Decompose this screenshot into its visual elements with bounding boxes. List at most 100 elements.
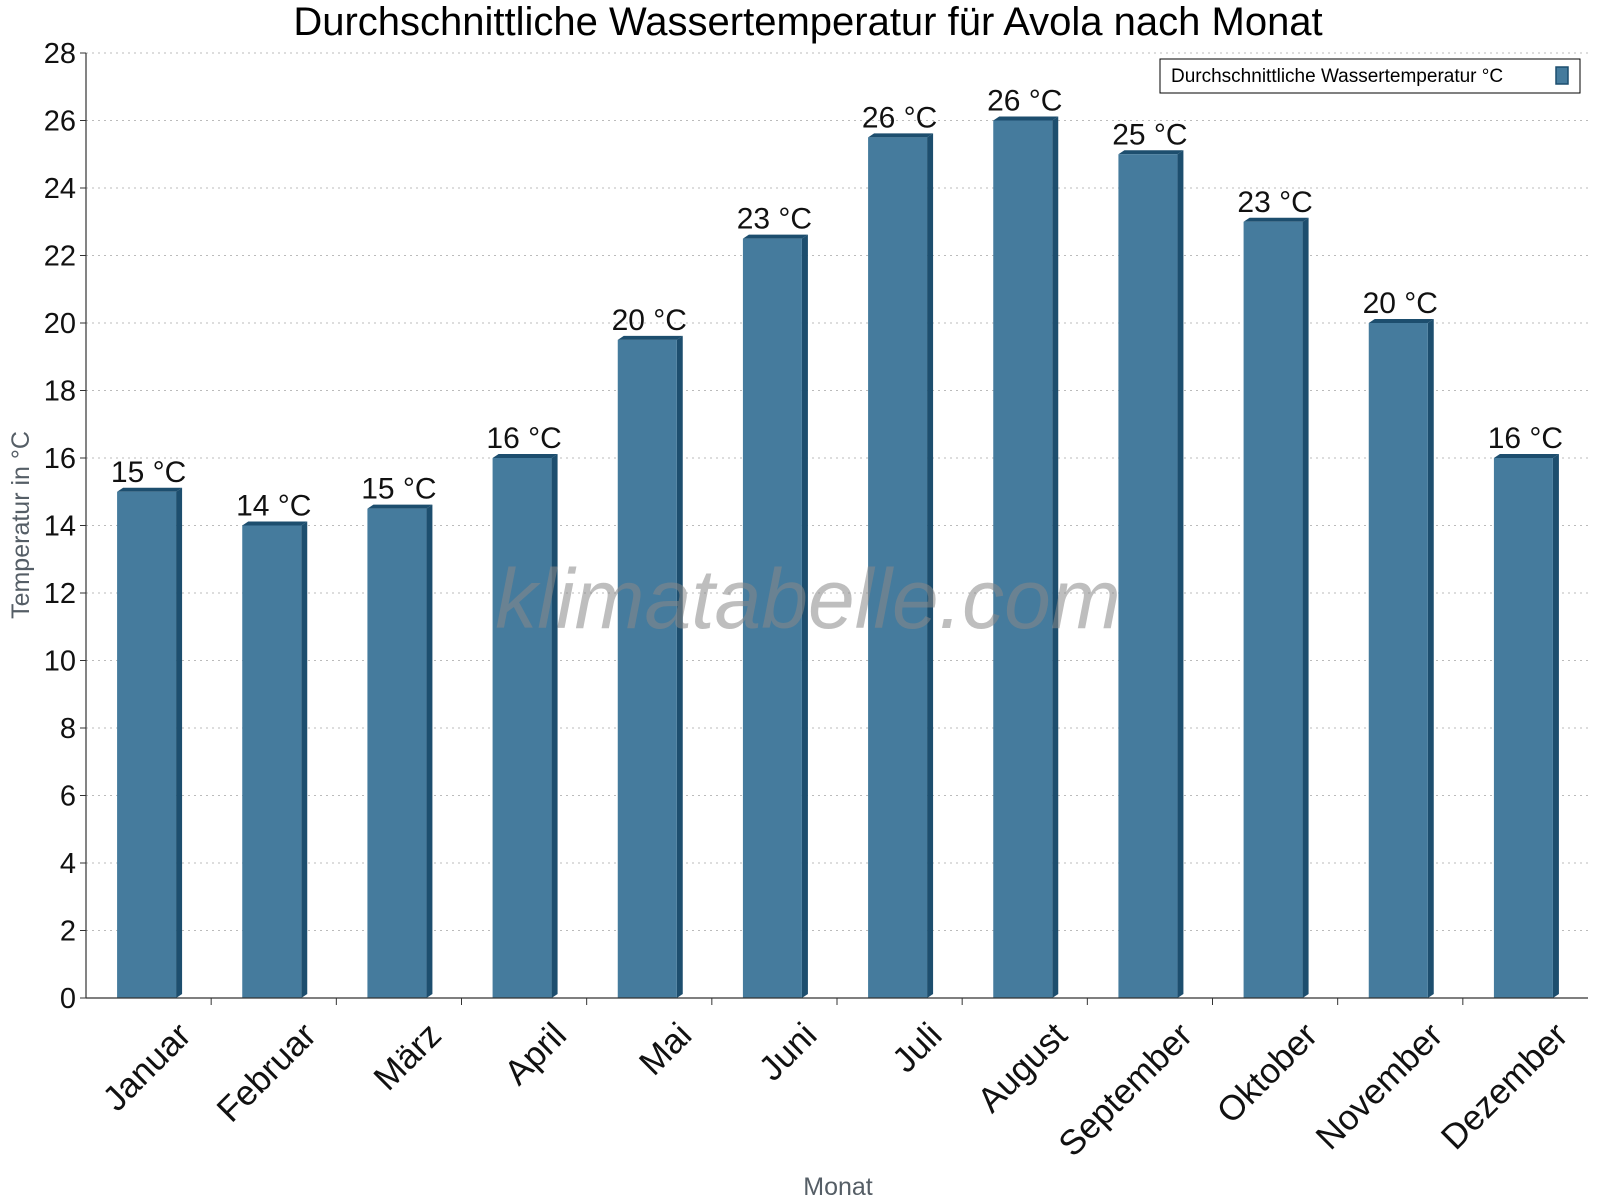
y-tick-label: 28 (44, 38, 76, 70)
bar-face (1243, 221, 1303, 998)
bar-side (1427, 319, 1434, 998)
bar-side (676, 335, 683, 998)
x-tick-label: September (1051, 1015, 1200, 1164)
bar (117, 487, 183, 998)
bar-face (993, 120, 1053, 998)
bar-top (993, 116, 1059, 121)
bar-face (868, 137, 928, 998)
bar-top (617, 335, 683, 340)
chart-title: Durchschnittliche Wassertemperatur für A… (293, 0, 1322, 44)
data-label: 20 °C (1363, 287, 1438, 320)
x-tick-label: Mai (632, 1015, 699, 1082)
bar-side (1177, 150, 1184, 998)
y-tick-label: 14 (44, 511, 76, 543)
y-tick-label: 10 (44, 646, 76, 678)
bar (742, 234, 808, 998)
x-tick-label: Dezember (1434, 1015, 1576, 1157)
x-tick-label: Juni (751, 1015, 824, 1088)
y-tick-label: 16 (44, 443, 76, 475)
bar (242, 521, 308, 998)
y-tick-label: 0 (60, 983, 76, 1015)
bar-top (1368, 319, 1434, 323)
bar-side (551, 454, 558, 998)
bar-top (117, 487, 183, 492)
y-tick-label: 2 (60, 916, 76, 948)
bars (117, 116, 1559, 998)
bar-top (1243, 217, 1309, 222)
axes (80, 52, 1588, 1005)
bar (993, 116, 1059, 998)
bar-top (367, 504, 433, 509)
bar-top (492, 454, 558, 458)
data-label: 15 °C (111, 456, 186, 489)
bar (1368, 319, 1434, 998)
watermark: klimatabelle.com (495, 552, 1121, 646)
x-tick-label: Februar (209, 1015, 323, 1129)
data-label: 16 °C (486, 422, 561, 455)
x-tick-labels: Januar Februar März April Mai Juni Juli AugustS… (95, 1015, 1575, 1164)
y-tick-label: 4 (60, 848, 76, 880)
bar-face (1493, 458, 1553, 998)
y-tick-label: 22 (44, 241, 76, 273)
data-label: 26 °C (862, 101, 937, 134)
y-tick-label: 26 (44, 106, 76, 138)
y-tick-label: 8 (60, 713, 76, 745)
bar (1118, 150, 1184, 998)
bar-face (242, 525, 302, 998)
bar-side (801, 234, 808, 998)
data-label: 15 °C (361, 473, 436, 506)
data-label: 23 °C (1237, 186, 1312, 219)
data-label: 16 °C (1488, 422, 1563, 455)
x-tick-label: Oktober (1209, 1015, 1325, 1131)
bar-face (1118, 154, 1178, 998)
y-tick-label: 20 (44, 308, 76, 340)
bar-side (426, 504, 433, 998)
bar-top (1493, 454, 1559, 458)
x-tick-label: März (366, 1015, 449, 1098)
grid (86, 52, 1588, 931)
bar (492, 454, 558, 998)
bar-top (742, 234, 808, 239)
bar-side (1302, 217, 1309, 998)
bar-face (742, 238, 802, 998)
data-label: 23 °C (737, 203, 812, 236)
bar-face (617, 339, 677, 998)
y-tick-label: 12 (44, 578, 76, 610)
bar-face (1368, 323, 1428, 998)
x-tick-label: Januar (95, 1015, 198, 1118)
bar (1493, 454, 1559, 998)
data-label: 26 °C (987, 85, 1062, 118)
data-label: 14 °C (236, 490, 311, 523)
y-tick-label: 18 (44, 376, 76, 408)
data-label: 25 °C (1112, 118, 1187, 151)
bar-side (176, 487, 183, 998)
legend-box (1159, 58, 1581, 94)
bar-face (367, 508, 427, 998)
bar-top (868, 133, 934, 138)
y-tick-label: 24 (44, 173, 76, 205)
bar (617, 335, 683, 998)
legend-swatch (1555, 66, 1569, 85)
x-tick-label: August (970, 1015, 1075, 1120)
bar (367, 504, 433, 998)
bar-side (1552, 454, 1559, 998)
y-tick-label: 6 (60, 781, 76, 813)
bar-face (117, 491, 177, 998)
bar-top (1118, 150, 1184, 155)
bar (868, 133, 934, 998)
bar-face (492, 458, 552, 998)
data-label: 20 °C (612, 304, 687, 337)
x-tick-label: April (497, 1015, 574, 1092)
legend: Durchschnittliche Wassertemperatur °C (1159, 58, 1581, 94)
bar-side (1052, 116, 1059, 998)
bar-side (301, 521, 308, 998)
bar-side (927, 133, 934, 998)
x-tick-label: November (1308, 1015, 1450, 1157)
bar (1243, 217, 1309, 998)
x-axis-title: Monat (803, 1173, 873, 1200)
data-labels: 15 °C 14 °C 15 °C 16 °C 20 °C 23 °C 26 °C 26 °C… (111, 85, 1563, 523)
y-axis-title: Temperatur in °C (7, 431, 35, 619)
bar-top (242, 521, 308, 526)
